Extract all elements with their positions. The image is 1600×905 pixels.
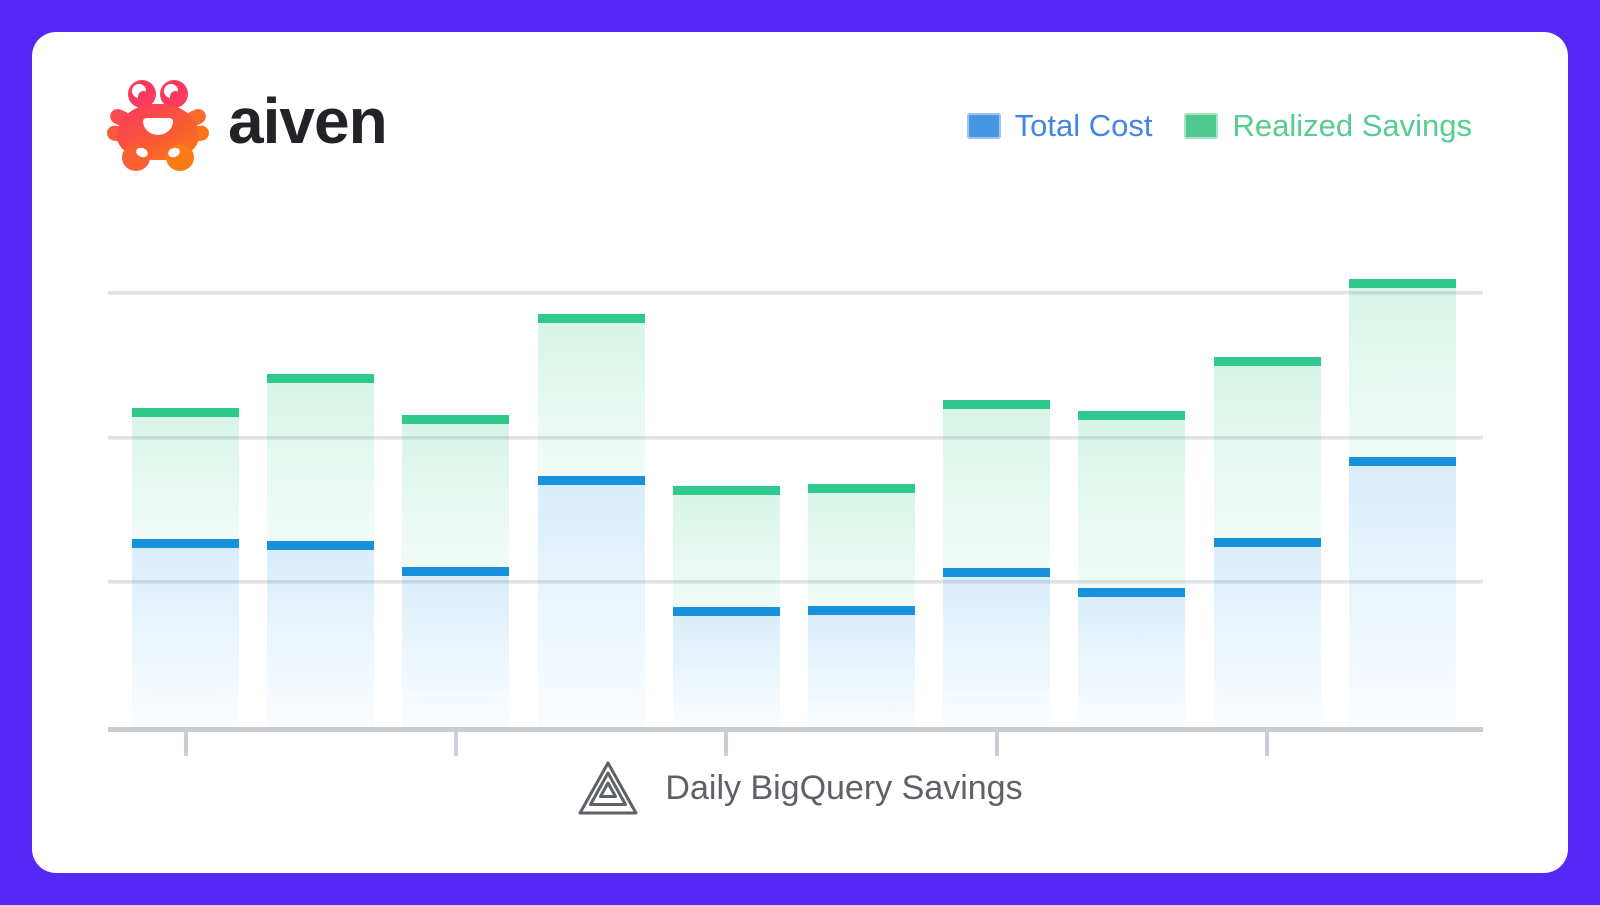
- realized-savings-swatch-icon: [1184, 112, 1219, 139]
- bar-group[interactable]: [672, 485, 780, 727]
- legend-item-total-cost[interactable]: Total Cost: [966, 108, 1153, 143]
- total-cost-marker: [1078, 588, 1186, 598]
- savings-marker: [943, 400, 1051, 410]
- bar-group[interactable]: [537, 313, 645, 727]
- chart-caption: Daily BigQuery Savings: [32, 760, 1568, 816]
- total-cost-marker: [537, 475, 645, 485]
- total-cost-marker: [943, 568, 1051, 578]
- x-axis: [108, 727, 1483, 732]
- axis-tick: [183, 732, 188, 756]
- axis-tick: [1265, 732, 1270, 756]
- crab-icon: [106, 78, 210, 171]
- total-cost-area: [808, 614, 915, 727]
- bar-group[interactable]: [1348, 279, 1456, 727]
- savings-marker: [1348, 279, 1456, 289]
- bar-group[interactable]: [267, 374, 375, 727]
- savings-area: [808, 493, 915, 606]
- realized-savings-legend-label: Realized Savings: [1232, 108, 1472, 143]
- bar-group[interactable]: [808, 484, 915, 727]
- savings-marker: [132, 407, 239, 417]
- total-cost-area: [943, 577, 1051, 727]
- axis-tick: [724, 732, 729, 756]
- savings-area: [1213, 366, 1321, 538]
- total-cost-area: [402, 575, 510, 727]
- axis-tick: [994, 732, 999, 756]
- savings-bar-chart: [108, 230, 1483, 756]
- total-cost-marker: [132, 539, 239, 549]
- logo-wordmark: aiven: [228, 85, 388, 157]
- savings-marker: [267, 374, 375, 384]
- savings-marker: [1213, 357, 1321, 367]
- total-cost-marker: [808, 605, 915, 615]
- bar-group[interactable]: [1078, 410, 1186, 727]
- gridline: [108, 435, 1483, 440]
- axis-tick: [453, 732, 458, 756]
- total-cost-legend-label: Total Cost: [1014, 108, 1153, 143]
- savings-marker: [672, 485, 780, 495]
- legend-item-realized-savings[interactable]: Realized Savings: [1184, 110, 1472, 141]
- savings-area: [537, 322, 645, 476]
- bar-group[interactable]: [402, 414, 510, 727]
- savings-marker: [537, 313, 645, 323]
- total-cost-area: [1078, 597, 1186, 727]
- aiven-logo: aiven: [106, 78, 388, 171]
- bar-group[interactable]: [1213, 357, 1321, 727]
- total-cost-area: [672, 616, 780, 727]
- total-cost-marker: [402, 566, 510, 576]
- mountain-logo-icon: [578, 761, 638, 815]
- caption-text: Daily BigQuery Savings: [665, 768, 1023, 807]
- total-cost-swatch-icon: [966, 112, 1001, 139]
- bar-group[interactable]: [943, 400, 1051, 727]
- gridline: [108, 291, 1483, 295]
- savings-area: [943, 409, 1051, 569]
- total-cost-area: [267, 549, 375, 727]
- bar-group[interactable]: [132, 407, 239, 727]
- savings-area: [1348, 288, 1456, 457]
- savings-marker: [1078, 410, 1186, 420]
- total-cost-area: [537, 484, 645, 727]
- total-cost-area: [1348, 465, 1456, 727]
- savings-area: [132, 416, 239, 540]
- total-cost-marker: [672, 607, 780, 617]
- chart-legend: Total Cost Realized Savings: [966, 108, 1472, 143]
- total-cost-area: [1213, 546, 1321, 727]
- savings-marker: [402, 414, 510, 424]
- gridline: [108, 580, 1483, 584]
- savings-area: [1078, 419, 1186, 589]
- total-cost-marker: [267, 540, 375, 550]
- savings-area: [402, 423, 510, 567]
- savings-marker: [808, 484, 915, 494]
- total-cost-marker: [1213, 537, 1321, 547]
- savings-area: [267, 383, 375, 541]
- dashboard-card: aiven Total Cost Realized Savings Daily …: [32, 32, 1568, 873]
- total-cost-marker: [1348, 456, 1456, 466]
- savings-area: [672, 494, 780, 608]
- total-cost-area: [132, 548, 239, 727]
